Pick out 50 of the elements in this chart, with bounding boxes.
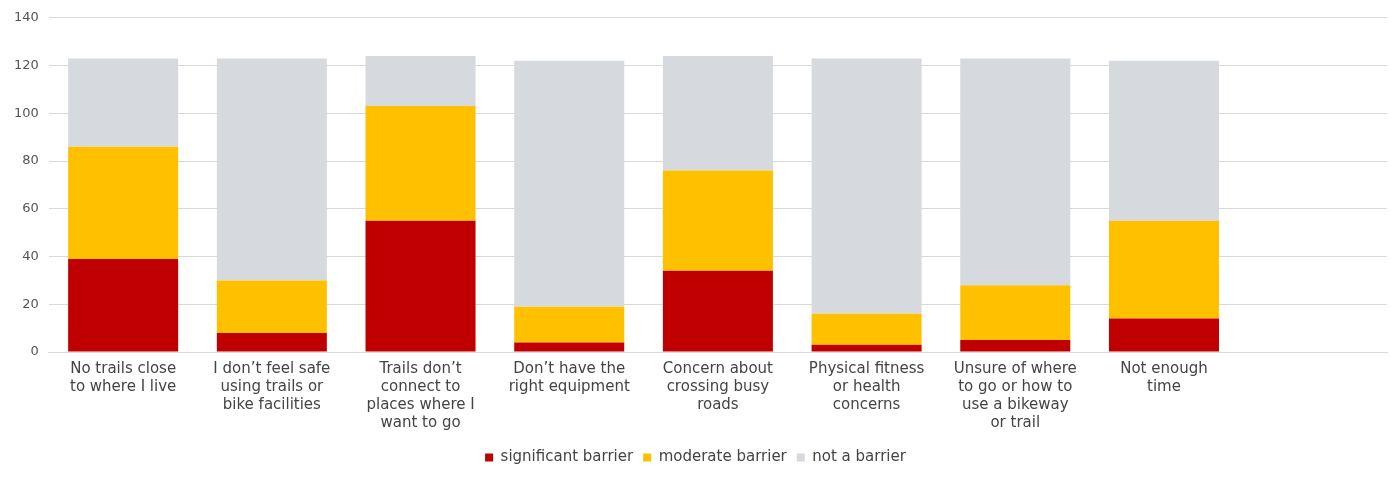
y-tick-label: 40 [22, 247, 39, 263]
bar [365, 106, 476, 221]
bar [216, 332, 327, 352]
y-tick-label: 120 [13, 56, 39, 72]
category-label: Trails don’t [379, 358, 462, 377]
bar [811, 313, 922, 345]
category-label: connect to [380, 376, 461, 395]
bar [216, 280, 327, 333]
bar [1108, 318, 1219, 352]
bar [365, 220, 476, 352]
category-label: or health [832, 376, 901, 395]
y-tick-label: 80 [22, 152, 39, 168]
bar [811, 344, 922, 352]
category-label: roads [697, 394, 739, 413]
category-label: use a bikeway [961, 394, 1069, 413]
bar [960, 340, 1071, 352]
legend-label: not a barrier [812, 447, 907, 466]
category-label: want to go [380, 412, 461, 431]
category-label: or trail [990, 412, 1041, 431]
bar [68, 146, 179, 259]
y-tick-label: 60 [22, 200, 39, 216]
bar [68, 258, 179, 352]
category-label: to where I live [70, 376, 177, 395]
category-label: bike facilities [222, 394, 321, 413]
bar [960, 285, 1071, 341]
category-label: Not enough [1120, 358, 1208, 377]
legend-label: significant barrier [500, 447, 634, 466]
category-label: using trails or [220, 376, 324, 395]
y-tick-label: 20 [22, 295, 39, 311]
bar [662, 270, 773, 352]
bar [514, 342, 625, 352]
category-label: places where I [366, 394, 475, 413]
bar [662, 170, 773, 271]
category-label: Unsure of where [953, 358, 1077, 377]
bar [514, 306, 625, 343]
category-label: Physical fitness [808, 358, 925, 377]
category-label: Don’t have the [513, 358, 626, 377]
y-tick-label: 100 [13, 104, 39, 120]
category-label: No trails close [70, 358, 177, 377]
bar [1108, 220, 1219, 319]
y-tick-label: 140 [13, 9, 39, 25]
category-label: crossing busy [666, 376, 770, 395]
category-label: to go or how to [958, 376, 1073, 395]
category-label: right equipment [508, 376, 630, 395]
legend-label: moderate barrier [658, 447, 788, 466]
category-label: I don’t feel safe [213, 358, 331, 377]
y-tick-label: 0 [30, 343, 39, 359]
category-label: time [1147, 376, 1181, 395]
category-label: concerns [832, 394, 901, 413]
category-label: Concern about [662, 358, 773, 377]
